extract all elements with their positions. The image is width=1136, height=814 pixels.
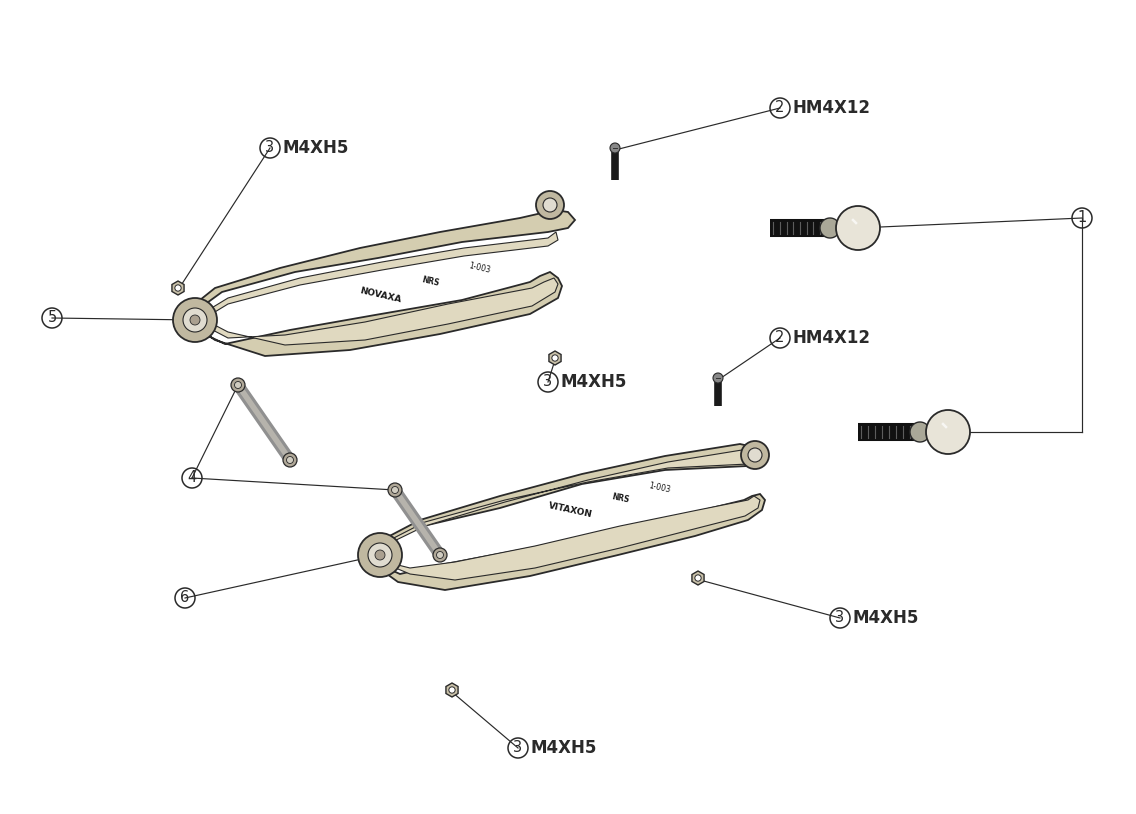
Text: M4XH5: M4XH5: [531, 739, 596, 757]
Polygon shape: [172, 281, 184, 295]
Circle shape: [392, 487, 399, 493]
Circle shape: [449, 687, 456, 694]
Text: 3: 3: [513, 741, 523, 755]
Text: 3: 3: [543, 374, 552, 390]
Circle shape: [389, 483, 402, 497]
Circle shape: [552, 355, 558, 361]
Circle shape: [433, 548, 446, 562]
Text: 2: 2: [775, 100, 785, 116]
Text: M4XH5: M4XH5: [282, 139, 349, 157]
Text: 1: 1: [1077, 211, 1087, 225]
Circle shape: [836, 206, 880, 250]
Circle shape: [741, 441, 769, 469]
Circle shape: [910, 422, 930, 442]
Circle shape: [234, 382, 242, 388]
Circle shape: [820, 218, 840, 238]
Polygon shape: [692, 571, 704, 585]
Circle shape: [536, 191, 563, 219]
Text: 4: 4: [187, 470, 197, 485]
Text: 3: 3: [835, 610, 844, 625]
Polygon shape: [386, 450, 760, 580]
Circle shape: [610, 143, 620, 153]
Text: HM4X12: HM4X12: [792, 99, 870, 117]
Text: NRS: NRS: [420, 276, 440, 288]
Circle shape: [436, 552, 443, 558]
Circle shape: [175, 285, 181, 291]
Circle shape: [713, 373, 722, 383]
Text: 6: 6: [181, 590, 190, 606]
Text: HM4X12: HM4X12: [792, 329, 870, 347]
Circle shape: [286, 457, 293, 463]
Text: 1-003: 1-003: [468, 261, 492, 275]
Circle shape: [695, 575, 701, 581]
Text: M4XH5: M4XH5: [852, 609, 918, 627]
Text: VITAXON: VITAXON: [548, 501, 593, 519]
Circle shape: [190, 315, 200, 325]
Polygon shape: [446, 683, 458, 697]
Circle shape: [543, 198, 557, 212]
Polygon shape: [195, 210, 575, 356]
Text: 2: 2: [775, 330, 785, 345]
Circle shape: [747, 448, 762, 462]
Text: 1-003: 1-003: [649, 481, 671, 495]
Circle shape: [183, 308, 207, 332]
Text: 5: 5: [48, 310, 57, 326]
Circle shape: [231, 378, 245, 392]
Text: 3: 3: [266, 141, 275, 155]
Text: NRS: NRS: [610, 492, 629, 504]
Text: NOVAXA: NOVAXA: [358, 286, 402, 304]
Circle shape: [283, 453, 296, 467]
Circle shape: [368, 543, 392, 567]
Circle shape: [926, 410, 970, 454]
Polygon shape: [381, 444, 765, 590]
Circle shape: [358, 533, 402, 577]
Polygon shape: [549, 351, 561, 365]
Circle shape: [375, 550, 385, 560]
Text: M4XH5: M4XH5: [560, 373, 626, 391]
Polygon shape: [204, 232, 558, 345]
Circle shape: [173, 298, 217, 342]
